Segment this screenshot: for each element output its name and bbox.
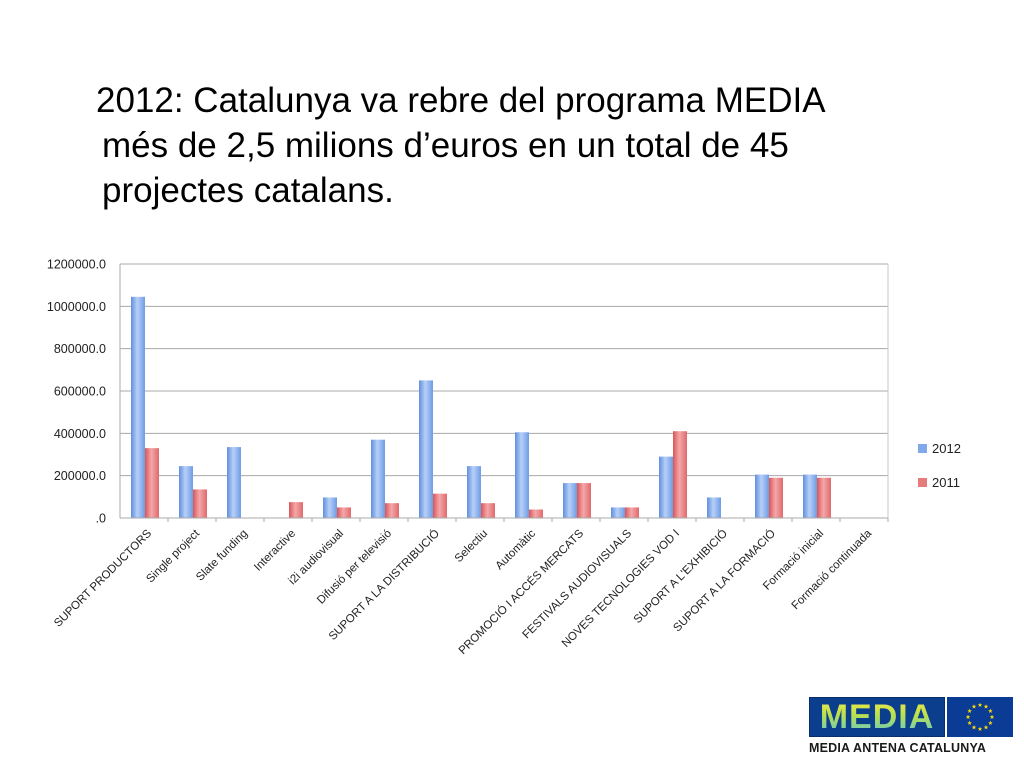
eu-flag-stars [965, 702, 995, 731]
bar-chart: 1200000.0 1000000.0 800000.0 600000.0 400000… [47, 258, 961, 658]
bar-2012 [467, 466, 481, 518]
bar-2012 [659, 456, 673, 518]
x-tick-label: SUPORT PRODUCTORS [52, 527, 154, 629]
x-tick-label: Selectiu [453, 528, 490, 565]
y-tick-label: 1000000.0 [47, 300, 106, 314]
bar-2011 [337, 507, 351, 518]
bar-2011 [817, 477, 831, 518]
legend-label-2012: 2012 [932, 441, 961, 456]
eu-star-icon [967, 708, 972, 713]
bar-2012 [371, 439, 385, 518]
bar-2011 [769, 477, 783, 518]
bar-2011 [481, 503, 495, 518]
y-tick-label: .0 [96, 512, 106, 526]
legend-label-2011: 2011 [932, 475, 960, 490]
slide-title-line-2: més de 2,5 milions d’euros en un total d… [102, 126, 789, 165]
bar-2011 [673, 431, 687, 518]
bar-2012 [707, 497, 721, 518]
bar-2012 [563, 483, 577, 518]
media-wordmark: MEDIA [810, 698, 944, 736]
bar-2011 [385, 503, 399, 518]
x-tick-label: Formació continuada [790, 527, 875, 612]
eu-star-icon [988, 708, 993, 713]
y-tick-label: 400000.0 [54, 427, 106, 441]
legend-swatch-2012 [918, 444, 927, 453]
eu-star-icon [977, 726, 983, 731]
bar-2012 [419, 380, 433, 518]
bar-2011 [577, 483, 591, 518]
bar-2011 [193, 489, 207, 518]
bar-2012 [515, 432, 529, 518]
eu-star-icon [988, 720, 993, 725]
eu-star-icon [971, 724, 977, 730]
legend-swatch-2011 [918, 478, 927, 487]
bar-2011 [433, 493, 447, 518]
bar-2012 [323, 497, 337, 518]
slide-title: 2012: Catalunya va rebre del programa ME… [86, 78, 966, 213]
bar-2011 [145, 448, 159, 518]
x-tick-label: Interactive [252, 528, 298, 574]
slide-title-line-1: 2012: Catalunya va rebre del programa ME… [96, 81, 826, 120]
bar-2011 [625, 507, 639, 518]
x-tick-label: Slate funding [194, 528, 250, 584]
y-tick-label: 600000.0 [54, 385, 106, 399]
x-tick-label: SUPORT A LA FORMACIÓ [671, 527, 778, 634]
bar-2012 [611, 507, 625, 518]
x-tick-label: SUPORT A L'EXHIBICIÓ [631, 527, 730, 626]
eu-star-icon [967, 720, 972, 725]
bar-2011 [529, 509, 543, 518]
y-tick-label: 1200000.0 [47, 258, 106, 272]
bar-2012 [179, 466, 193, 518]
eu-flag-icon [947, 697, 1013, 737]
slide-title-line-3: projectes catalans. [102, 171, 394, 210]
eu-star-icon [989, 714, 995, 719]
y-tick-label: 800000.0 [54, 342, 106, 356]
media-antena-logo: MEDIA MEDIA ANTENA CATALUNYA [807, 697, 1013, 759]
bar-2012 [755, 474, 769, 518]
eu-star-icon [971, 704, 977, 709]
x-tick-label: Automàtic [493, 527, 538, 572]
bar-2012 [227, 447, 241, 518]
eu-star-icon [965, 714, 971, 719]
eu-star-icon [983, 704, 989, 709]
eu-star-icon [977, 702, 983, 707]
bar-2012 [803, 474, 817, 518]
media-logo-box: MEDIA [809, 697, 945, 737]
media-antena-caption: MEDIA ANTENA CATALUNYA [809, 741, 987, 755]
bar-2012 [131, 296, 145, 518]
bar-2011 [289, 502, 303, 518]
y-tick-label: 200000.0 [54, 469, 106, 483]
eu-star-icon [983, 724, 989, 730]
